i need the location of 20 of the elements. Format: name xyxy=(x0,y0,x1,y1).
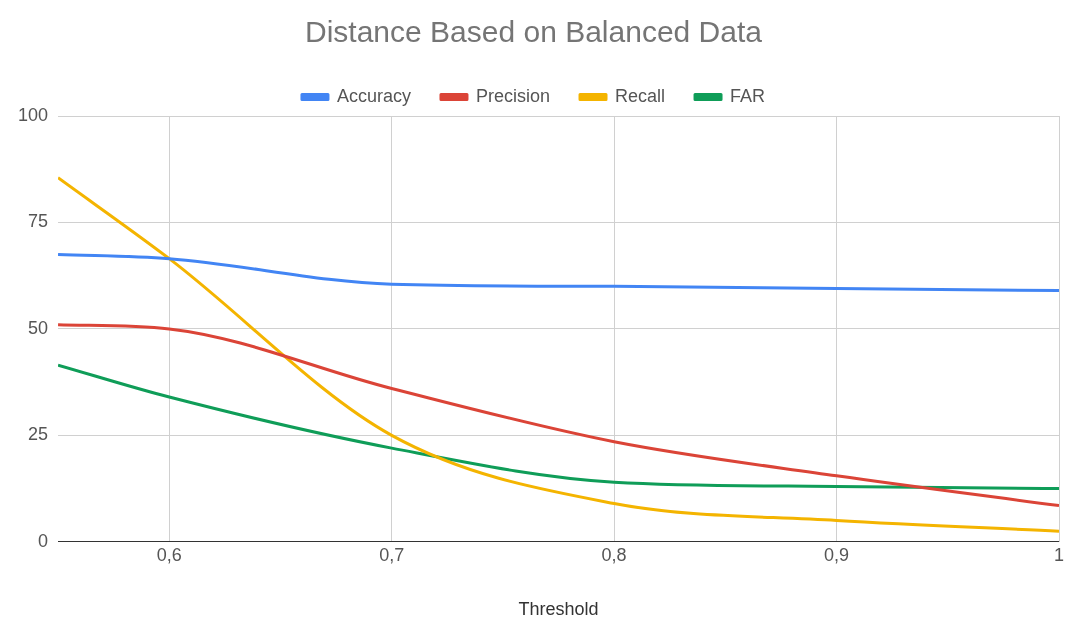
line-series xyxy=(58,176,1059,533)
legend-label: Accuracy xyxy=(336,85,411,106)
line-series xyxy=(58,323,1059,508)
legend-label: FAR xyxy=(730,85,766,106)
y-tick-label: 75 xyxy=(28,211,49,232)
y-tick-label: 25 xyxy=(28,424,49,445)
legend-label: Precision xyxy=(475,85,551,106)
x-axis-title: Threshold xyxy=(518,599,599,620)
x-tick-label: 0,7 xyxy=(379,544,405,565)
line-series xyxy=(58,363,1059,491)
y-tick-label: 50 xyxy=(28,317,49,338)
y-tick-label: 0 xyxy=(38,530,49,551)
x-tick-label: 1 xyxy=(1053,544,1065,565)
x-tick-label: 0,6 xyxy=(156,544,182,565)
line-series xyxy=(58,252,1059,293)
chart-title: Distance Based on Balanced Data xyxy=(305,15,763,49)
legend-label: Recall xyxy=(615,85,666,106)
y-tick-label: 100 xyxy=(17,104,49,125)
x-tick-label: 0,8 xyxy=(601,544,627,565)
x-tick-label: 0,9 xyxy=(824,544,850,565)
